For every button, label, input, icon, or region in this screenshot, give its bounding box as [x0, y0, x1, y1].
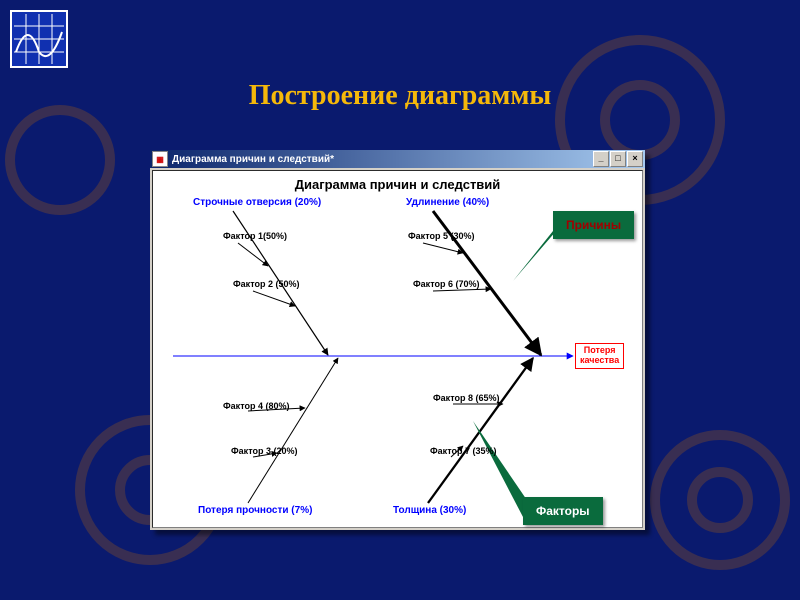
factor-label: Фактор 8 (65%)	[433, 393, 500, 403]
callout-factors: Факторы	[523, 497, 603, 525]
slide-root: Построение диаграммы ▦ Диаграмма причин …	[0, 0, 800, 600]
logo-icon	[10, 10, 68, 68]
minimize-button[interactable]: _	[593, 151, 609, 167]
category-label: Удлинение (40%)	[406, 197, 489, 208]
app-window: ▦ Диаграмма причин и следствий* _ □ × Ди…	[150, 150, 645, 530]
category-label: Потеря прочности (7%)	[198, 505, 312, 516]
factor-label: Фактор 4 (80%)	[223, 401, 290, 411]
factor-label: Фактор 2 (50%)	[233, 279, 300, 289]
category-label: Толщина (30%)	[393, 505, 466, 516]
factor-label: Фактор 7 (35%)	[430, 446, 497, 456]
factor-label: Фактор 5 (30%)	[408, 231, 475, 241]
effect-box: Потерякачества	[575, 343, 624, 369]
factor-label: Фактор 1(50%)	[223, 231, 287, 241]
factor-label: Фактор 6 (70%)	[413, 279, 480, 289]
titlebar[interactable]: ▦ Диаграмма причин и следствий* _ □ ×	[150, 150, 645, 168]
window-title: Диаграмма причин и следствий*	[172, 154, 592, 165]
close-button[interactable]: ×	[627, 151, 643, 167]
factor-label: Фактор 3 (20%)	[231, 446, 298, 456]
window-icon: ▦	[152, 151, 168, 167]
diagram-canvas: Диаграмма причин и следствий Строчные от…	[152, 170, 643, 528]
slide-title: Построение диаграммы	[0, 80, 800, 112]
callout-causes: Причины	[553, 211, 634, 239]
category-label: Строчные отверсия (20%)	[193, 197, 321, 208]
maximize-button[interactable]: □	[610, 151, 626, 167]
